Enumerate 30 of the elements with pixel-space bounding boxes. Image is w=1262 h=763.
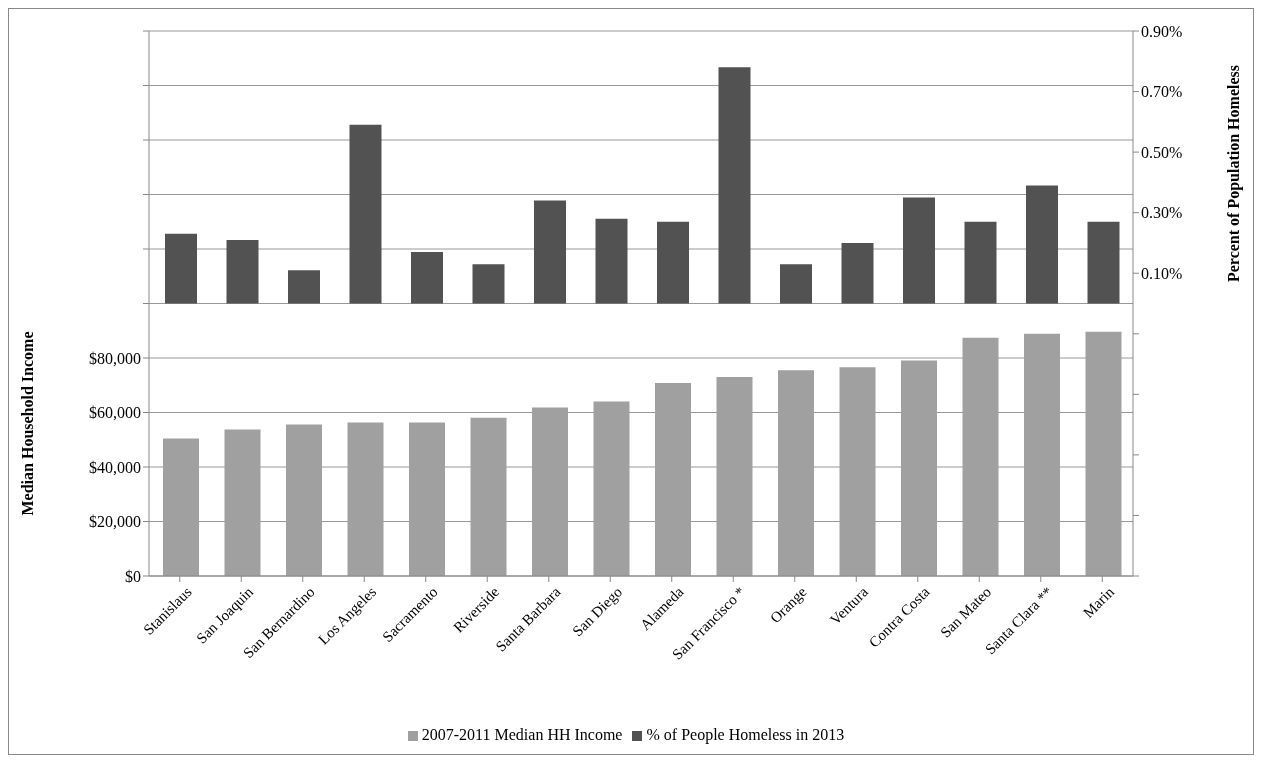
y2-tick-label: 0.30% bbox=[1141, 204, 1183, 222]
y-tick-label: $40,000 bbox=[89, 458, 141, 476]
bar bbox=[288, 270, 320, 304]
bar bbox=[1026, 185, 1058, 304]
bar bbox=[595, 218, 628, 304]
bar bbox=[349, 124, 382, 304]
y-tick-label: $20,000 bbox=[89, 513, 141, 531]
legend-label: 2007-2011 Median HH Income bbox=[421, 726, 623, 743]
bar bbox=[411, 252, 443, 304]
bar bbox=[165, 233, 197, 304]
y-tick-label: $80,000 bbox=[89, 349, 141, 367]
bar bbox=[534, 200, 566, 304]
legend-label: % of People Homeless in 2013 bbox=[646, 726, 845, 743]
bar bbox=[657, 221, 689, 304]
y2-tick-label: 0.70% bbox=[1141, 83, 1183, 101]
y-axis-title: Median Household Income bbox=[18, 331, 36, 516]
y2-tick-label: 0.10% bbox=[1141, 264, 1183, 282]
y2-tick-label: 0.90% bbox=[1141, 22, 1183, 40]
bar bbox=[841, 242, 874, 304]
y-tick-label: $0 bbox=[125, 567, 141, 585]
bar bbox=[903, 197, 935, 304]
bar bbox=[780, 264, 812, 304]
y-tick-label: $60,000 bbox=[89, 404, 141, 422]
bar bbox=[472, 264, 505, 304]
bar bbox=[226, 239, 259, 304]
y2-axis-title: Percent of Population Homeless bbox=[1224, 64, 1243, 283]
bar bbox=[964, 221, 997, 304]
bar bbox=[1087, 221, 1120, 304]
y2-tick-label: 0.50% bbox=[1141, 143, 1183, 161]
bar bbox=[718, 67, 751, 304]
